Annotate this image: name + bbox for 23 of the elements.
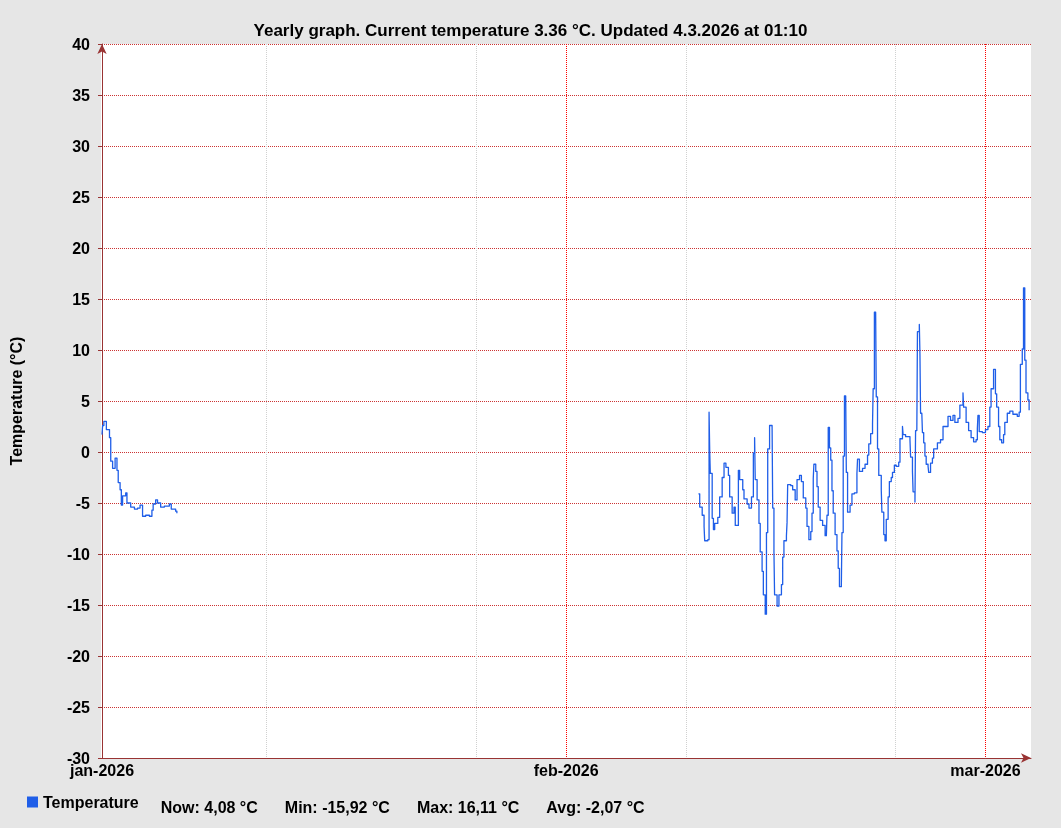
y-tick-label: 10 xyxy=(72,341,91,359)
y-tick-label: 20 xyxy=(72,239,91,257)
legend-label: Temperature xyxy=(43,793,139,811)
y-axis-title: Temperature (°C) xyxy=(7,336,25,466)
x-tick-label: mar-2026 xyxy=(950,761,1021,779)
y-tick-label: 15 xyxy=(72,290,91,308)
text: Avg: -2,07 °C xyxy=(546,798,646,816)
y-tick-label: -5 xyxy=(75,494,91,512)
y-tick-label: 5 xyxy=(81,392,91,410)
y-tick-label: 35 xyxy=(72,86,91,104)
y-tick-label: -20 xyxy=(66,647,91,665)
chart-title: Yearly graph. Current temperature 3.36 °C. Updated 4.3.2026 at 01:10 xyxy=(253,21,808,40)
y-tick-label: -25 xyxy=(66,698,91,716)
text: Min: -15,92 °C xyxy=(284,798,391,816)
y-tick-label: -15 xyxy=(66,596,91,614)
x-tick-label: feb-2026 xyxy=(533,761,599,779)
y-tick-label: 30 xyxy=(72,137,91,155)
text: Now: 4,08 °C xyxy=(160,798,259,816)
y-tick-label: 40 xyxy=(72,35,91,53)
text: Max: 16,11 °C xyxy=(416,798,520,816)
y-tick-label: 25 xyxy=(72,188,91,206)
y-tick-label: -10 xyxy=(66,545,91,563)
y-tick-label: 0 xyxy=(81,443,91,461)
